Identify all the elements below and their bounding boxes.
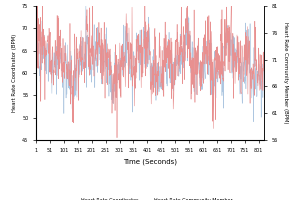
Heart Rate Community Member xyxy=(69,71,73,73)
Line: Heart Rate Community Member: Heart Rate Community Member xyxy=(36,0,264,138)
Heart Rate Community Member xyxy=(34,58,38,61)
Heart Rate Community Member xyxy=(115,137,119,139)
Heart Rate Community Member xyxy=(88,47,92,50)
X-axis label: Time (Seconds): Time (Seconds) xyxy=(123,158,177,165)
Heart Rate Coordinator xyxy=(175,65,178,67)
Heart Rate Coordinator xyxy=(89,73,92,76)
Heart Rate Coordinator xyxy=(96,64,100,66)
Heart Rate Coordinator xyxy=(69,50,73,52)
Y-axis label: Heart Rate Community Member (BPM): Heart Rate Community Member (BPM) xyxy=(283,22,288,124)
Legend: Heart Rate Coordinator, Heart Rate Community Member: Heart Rate Coordinator, Heart Rate Commu… xyxy=(65,196,235,200)
Heart Rate Coordinator xyxy=(34,57,38,60)
Heart Rate Coordinator xyxy=(132,59,136,61)
Y-axis label: Heart Rate Coordinator (BPM): Heart Rate Coordinator (BPM) xyxy=(12,34,16,112)
Heart Rate Community Member xyxy=(175,38,178,40)
Heart Rate Coordinator xyxy=(84,0,88,1)
Heart Rate Community Member xyxy=(132,55,136,57)
Heart Rate Coordinator xyxy=(262,51,266,53)
Heart Rate Coordinator xyxy=(252,121,255,123)
Line: Heart Rate Coordinator: Heart Rate Coordinator xyxy=(36,0,264,122)
Heart Rate Community Member xyxy=(262,70,266,72)
Heart Rate Community Member xyxy=(183,60,187,62)
Heart Rate Coordinator xyxy=(183,59,187,61)
Heart Rate Community Member xyxy=(96,65,100,67)
